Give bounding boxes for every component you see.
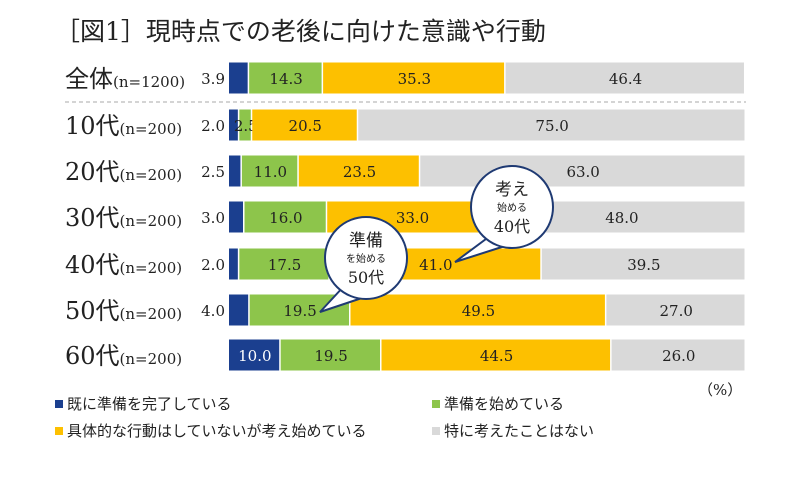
callout-bubble [470, 165, 554, 249]
value-label: 2.5 [201, 163, 225, 181]
value-label: 2.0 [201, 256, 225, 274]
value-label: 33.0 [396, 209, 429, 227]
value-label: 41.0 [419, 256, 452, 274]
bar-segment [298, 155, 419, 187]
bar-segment [420, 155, 745, 187]
value-label: 17.5 [268, 256, 301, 274]
value-label: 3.9 [201, 70, 225, 88]
row-label: 30代(n=200) [65, 204, 182, 232]
value-label: 26.0 [662, 347, 695, 365]
value-label: 48.0 [605, 209, 638, 227]
bar-segment [541, 248, 745, 280]
row-label: 全体(n=1200) [65, 65, 185, 93]
bar-segment [239, 248, 329, 280]
value-label: 39.5 [627, 256, 660, 274]
legend-label: 具体的な行動はしていないが考え始めている [67, 422, 367, 440]
bar-segment [229, 294, 249, 326]
value-label: 49.5 [462, 302, 495, 320]
bar-segment [323, 62, 505, 94]
bar-segment [249, 62, 322, 94]
bar-segment [611, 339, 745, 371]
legend-label: 既に準備を完了している [67, 395, 232, 413]
callout-age-text: 50代 [348, 268, 384, 287]
legend-swatch [55, 427, 63, 435]
legend-label: 準備を始めている [444, 395, 564, 413]
row-label: 20代(n=200) [65, 158, 182, 186]
value-label: 4.0 [201, 302, 225, 320]
value-label: 75.0 [535, 117, 568, 135]
bar-segment [606, 294, 745, 326]
value-label: 10.0 [238, 347, 271, 365]
bar-segment [241, 155, 298, 187]
legend-swatch [432, 400, 440, 408]
row-label: 10代(n=200) [65, 112, 182, 140]
callout-small-text: を始める [346, 252, 386, 265]
chart-title: ［図1］現時点での老後に向けた意識や行動 [55, 17, 546, 46]
bar-segment [505, 62, 744, 94]
callout-big-text: 準備 [349, 231, 383, 251]
bar-segment [239, 109, 251, 141]
callout-bubble [324, 216, 408, 300]
legend-label: 特に考えたことはない [444, 422, 594, 440]
unit-label: （%） [698, 381, 742, 399]
callout-joint [488, 231, 507, 245]
value-label: 14.3 [269, 70, 302, 88]
value-label: 44.5 [480, 347, 513, 365]
value-label: 3.0 [201, 209, 225, 227]
value-label: 2.5 [234, 117, 258, 135]
value-label: 19.5 [314, 347, 347, 365]
value-label: 2.0 [201, 117, 225, 135]
bar-segment [252, 109, 357, 141]
value-label: 11.0 [254, 163, 287, 181]
bar-segment [244, 201, 326, 233]
value-label: 63.0 [566, 163, 599, 181]
bar-segment [229, 109, 238, 141]
callout-big-text: 考え [495, 180, 529, 200]
value-label: 20.5 [289, 117, 322, 135]
row-label: 50代(n=200) [65, 297, 182, 325]
bar-segment [350, 294, 605, 326]
bar-segment [229, 248, 238, 280]
bar-segment [280, 339, 381, 371]
bar-segment [229, 201, 244, 233]
callout-small-text: 始める [497, 201, 527, 214]
value-label: 16.0 [269, 209, 302, 227]
bar-segment [229, 339, 280, 371]
callout-age-text: 40代 [494, 217, 530, 236]
value-label: 35.3 [398, 70, 431, 88]
bar-segment [229, 155, 241, 187]
row-label: 40代(n=200) [65, 251, 182, 279]
legend-swatch [55, 400, 63, 408]
value-label: 19.5 [283, 302, 316, 320]
value-label: 23.5 [343, 163, 376, 181]
value-label: 27.0 [660, 302, 693, 320]
bar-segment [381, 339, 611, 371]
bar-segment [358, 109, 745, 141]
bar-segment [229, 62, 248, 94]
value-label: 46.4 [609, 70, 642, 88]
legend-swatch [432, 427, 440, 435]
row-label: 60代(n=200) [65, 342, 182, 370]
callout-joint [343, 280, 364, 297]
